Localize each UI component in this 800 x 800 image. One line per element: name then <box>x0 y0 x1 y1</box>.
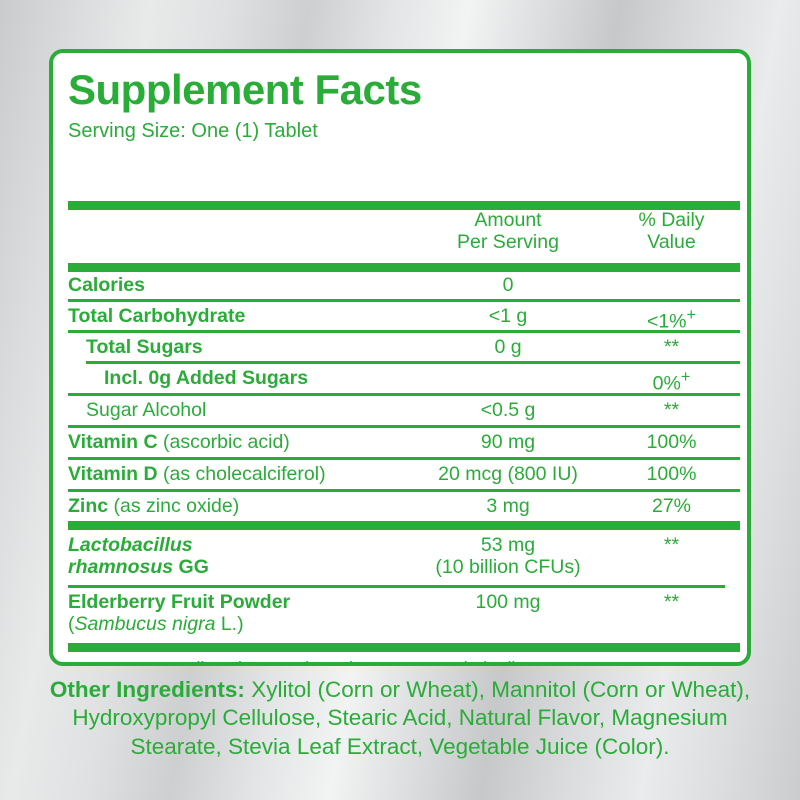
row-amount-vitamin-c: 90 mg <box>480 431 536 453</box>
row-sublabel-zinc: (as zinc oxide) <box>113 495 240 517</box>
table-row-added-sugars: Incl. 0g Added Sugars 0%+ <box>68 365 740 398</box>
table-row-sugar-alcohol: Sugar Alcohol <0.5 g ** <box>68 397 740 425</box>
serving-size-text: Serving Size: One (1) Tablet <box>68 120 318 142</box>
row-label-total-sugars: Total Sugars <box>86 336 203 358</box>
row-amount-total-carbohydrate: <1 g <box>488 305 528 327</box>
row-dv-added-sugars-marker: + <box>680 368 691 386</box>
footnote-row: + Percent Daily Values are based on a 2,… <box>75 656 735 662</box>
column-header-amount: Amount Per Serving <box>413 209 603 254</box>
table-row-zinc: Zinc (as zinc oxide) 3 mg 27% <box>68 493 740 521</box>
rule-under-calories <box>68 299 740 302</box>
row-sublabel-elderberry-open: ( <box>68 612 75 635</box>
row-dv-elderberry: ** <box>663 591 680 613</box>
row-amount-total-sugars: 0 g <box>494 336 522 358</box>
row-amount-vitamin-d: 20 mcg (800 IU) <box>438 463 578 485</box>
rule-under-added-sugars <box>68 393 740 396</box>
row-amount-calories: 0 <box>502 274 514 296</box>
row-dv-total-carbohydrate-marker: + <box>686 306 697 324</box>
column-header-table: Amount Per Serving % Daily Value <box>68 209 740 254</box>
panel-header: Supplement Facts Serving Size: One (1) T… <box>68 61 740 142</box>
row-label-total-carbohydrate: Total Carbohydrate <box>68 305 246 327</box>
rule-thick-above-footnotes <box>68 643 740 652</box>
row-dv-total-carbohydrate: <1% <box>646 310 687 333</box>
row-dv-total-sugars: ** <box>663 336 680 358</box>
dv-label-line1: % Daily <box>638 209 705 231</box>
row-sublabel-elderberry-italic: Sambucus nigra <box>74 612 216 635</box>
rule-thick-under-zinc <box>68 521 740 530</box>
table-row-elderberry: Elderberry Fruit Powder (Sambucus nigra … <box>68 589 740 639</box>
row-label-added-sugars: Incl. 0g Added Sugars <box>104 367 309 389</box>
row-amount-elderberry: 100 mg <box>475 591 541 613</box>
other-ingredients-block: Other Ingredients: Xylitol (Corn or Whea… <box>28 676 772 761</box>
row-label-lactobacillus-line2: rhamnosus <box>68 555 174 578</box>
row-amount-sugar-alcohol: <0.5 g <box>480 399 536 421</box>
rule-under-lactobacillus <box>68 585 725 588</box>
other-ingredients-text: Xylitol (Corn or Wheat), Mannitol (Corn … <box>72 677 751 759</box>
row-label-vitamin-c: Vitamin C <box>68 431 158 453</box>
row-label-calories: Calories <box>68 274 145 296</box>
row-dv-lactobacillus: ** <box>663 534 680 556</box>
row-dv-sugar-alcohol: ** <box>663 399 680 421</box>
table-row-vitamin-c: Vitamin C (ascorbic acid) 90 mg 100% <box>68 429 740 457</box>
table-row-calories: Calories 0 <box>68 272 740 300</box>
rule-under-vitamin-c <box>68 457 740 460</box>
footnote-marker-plus: + <box>75 656 109 662</box>
row-dv-added-sugars: 0% <box>652 372 681 395</box>
table-row-total-carbohydrate: Total Carbohydrate <1 g <1%+ <box>68 303 740 336</box>
rule-thick-under-serving <box>68 201 740 210</box>
row-label-lactobacillus-line1: Lactobacillus <box>68 534 193 556</box>
table-row-lactobacillus: Lactobacillus rhamnosus GG 53 mg (10 bil… <box>68 532 740 582</box>
column-header-blank <box>68 210 413 254</box>
row-amount-zinc: 3 mg <box>486 495 530 517</box>
table-row-vitamin-d: Vitamin D (as cholecalciferol) 20 mcg (8… <box>68 461 740 489</box>
amount-label-line2: Per Serving <box>457 230 559 253</box>
row-label-vitamin-d: Vitamin D <box>68 463 158 485</box>
row-dv-zinc: 27% <box>651 495 692 517</box>
row-label-elderberry: Elderberry Fruit Powder <box>68 591 291 613</box>
row-label-zinc: Zinc <box>68 495 109 517</box>
row-label-sugar-alcohol: Sugar Alcohol <box>86 399 207 421</box>
footnotes-block: + Percent Daily Values are based on a 2,… <box>75 656 735 662</box>
rule-thick-under-columns <box>68 263 740 272</box>
row-sublabel-vitamin-d: (as cholecalciferol) <box>163 463 326 485</box>
supplement-facts-panel: Supplement Facts Serving Size: One (1) T… <box>49 49 751 666</box>
table-row-total-sugars: Total Sugars 0 g ** <box>68 334 740 362</box>
dv-label-line2: Value <box>647 230 696 253</box>
row-amount-lactobacillus-line2: (10 billion CFUs) <box>435 555 581 578</box>
row-label-lactobacillus-suffix: GG <box>178 555 209 578</box>
column-header-row: Amount Per Serving % Daily Value <box>68 209 740 254</box>
rule-under-sugar-alcohol <box>68 425 740 428</box>
footnote-text-plus: Percent Daily Values are based on a 2,00… <box>109 656 735 662</box>
row-dv-vitamin-d: 100% <box>646 463 697 485</box>
page-title: Supplement Facts <box>68 66 422 113</box>
row-sublabel-vitamin-c: (ascorbic acid) <box>163 431 290 453</box>
rule-under-total-carbohydrate <box>68 330 740 333</box>
row-sublabel-elderberry-close: L.) <box>215 612 244 635</box>
rule-under-vitamin-d <box>68 489 740 492</box>
row-amount-lactobacillus-line1: 53 mg <box>480 534 536 556</box>
row-dv-vitamin-c: 100% <box>646 431 697 453</box>
other-ingredients-label: Other Ingredients: <box>49 677 245 702</box>
column-header-daily-value: % Daily Value <box>603 209 740 254</box>
amount-label-line1: Amount <box>474 209 542 231</box>
rule-under-total-sugars <box>86 361 740 364</box>
